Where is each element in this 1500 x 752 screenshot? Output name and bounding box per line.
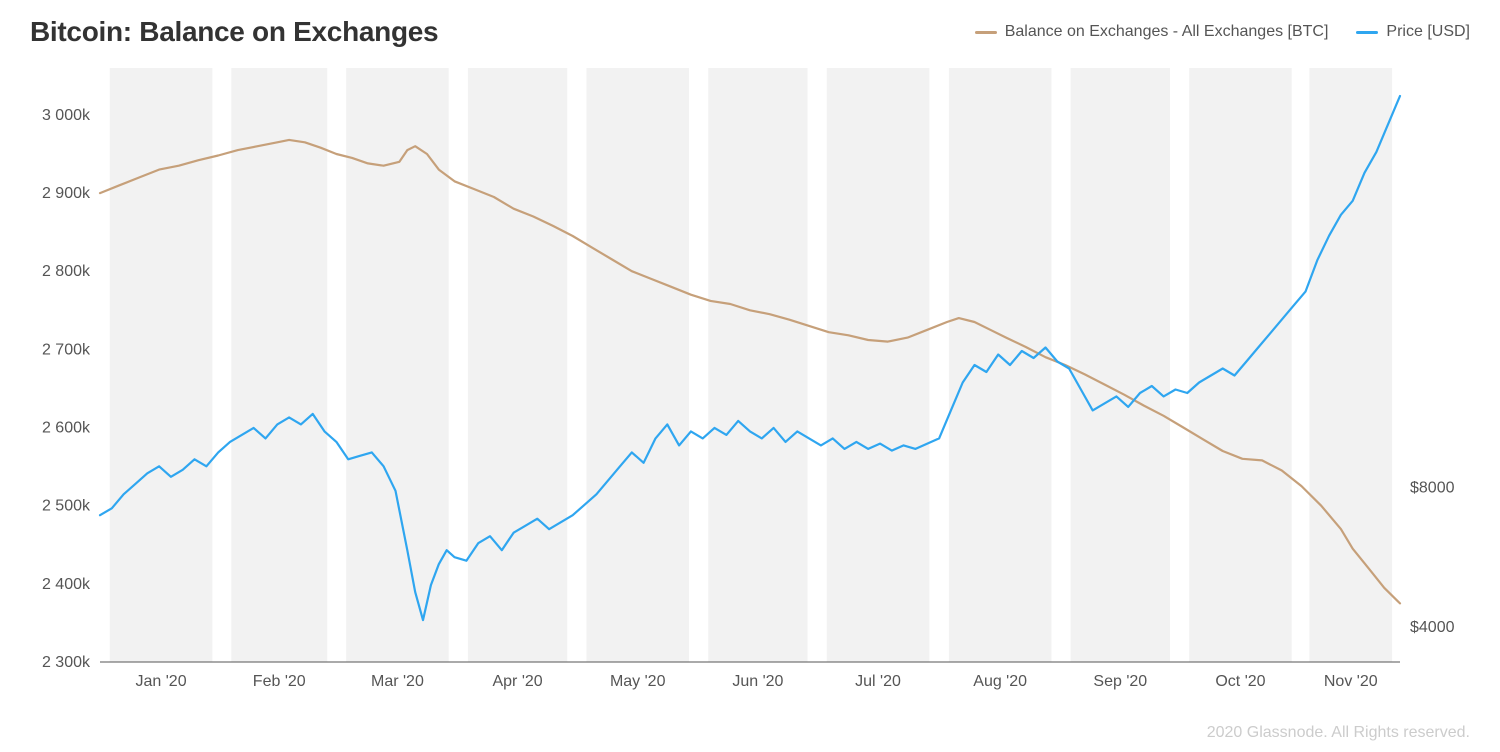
- month-band: [110, 68, 213, 662]
- month-band: [1189, 68, 1292, 662]
- month-band: [827, 68, 930, 662]
- x-tick-label: Aug '20: [973, 673, 1027, 690]
- x-tick-label: Nov '20: [1324, 673, 1378, 690]
- x-tick-label: Mar '20: [371, 673, 424, 690]
- y-left-tick-label: 2 400k: [42, 576, 91, 593]
- x-tick-label: Feb '20: [253, 673, 306, 690]
- x-tick-label: Sep '20: [1093, 673, 1147, 690]
- legend-label-balance: Balance on Exchanges - All Exchanges [BT…: [1005, 23, 1329, 41]
- legend-label-price: Price [USD]: [1386, 23, 1470, 41]
- x-tick-label: Jun '20: [732, 673, 783, 690]
- legend-item-balance: Balance on Exchanges - All Exchanges [BT…: [975, 23, 1329, 41]
- chart-container: Bitcoin: Balance on Exchanges Balance on…: [0, 0, 1500, 752]
- month-band: [1071, 68, 1170, 662]
- chart-title: Bitcoin: Balance on Exchanges: [30, 16, 438, 48]
- legend: Balance on Exchanges - All Exchanges [BT…: [975, 23, 1470, 41]
- y-left-tick-label: 2 600k: [42, 420, 91, 437]
- month-band: [346, 68, 449, 662]
- x-tick-label: Jul '20: [855, 673, 901, 690]
- y-left-tick-label: 2 500k: [42, 498, 91, 515]
- y-left-tick-label: 2 800k: [42, 263, 91, 280]
- x-tick-label: Apr '20: [492, 673, 542, 690]
- legend-swatch-price: [1356, 31, 1378, 34]
- chart-plot-area: 2 300k 2 400k 2 500k 2 600k 2 700k 2 800k 2 90…: [30, 58, 1470, 702]
- x-tick-label: Jan '20: [136, 673, 187, 690]
- y-left-tick-label: 2 300k: [42, 654, 91, 671]
- month-band: [468, 68, 567, 662]
- y-left-tick-label: 3 000k: [42, 107, 91, 124]
- y-left-tick-label: 2 900k: [42, 185, 91, 202]
- month-band: [586, 68, 689, 662]
- y-left-tick-label: 2 700k: [42, 341, 91, 358]
- legend-item-price: Price [USD]: [1356, 23, 1470, 41]
- x-tick-label: Oct '20: [1215, 673, 1265, 690]
- x-tick-label: May '20: [610, 673, 666, 690]
- month-band: [949, 68, 1052, 662]
- month-band: [231, 68, 327, 662]
- month-band: [708, 68, 807, 662]
- y-right-tick-label: $4000: [1410, 619, 1455, 636]
- chart-header: Bitcoin: Balance on Exchanges Balance on…: [30, 12, 1470, 52]
- chart-svg: 2 300k 2 400k 2 500k 2 600k 2 700k 2 800k 2 90…: [30, 58, 1470, 702]
- month-band: [1309, 68, 1392, 662]
- legend-swatch-balance: [975, 31, 997, 34]
- y-right-tick-label: $8000: [1410, 479, 1455, 496]
- chart-footer-credit: 2020 Glassnode. All Rights reserved.: [1207, 724, 1470, 742]
